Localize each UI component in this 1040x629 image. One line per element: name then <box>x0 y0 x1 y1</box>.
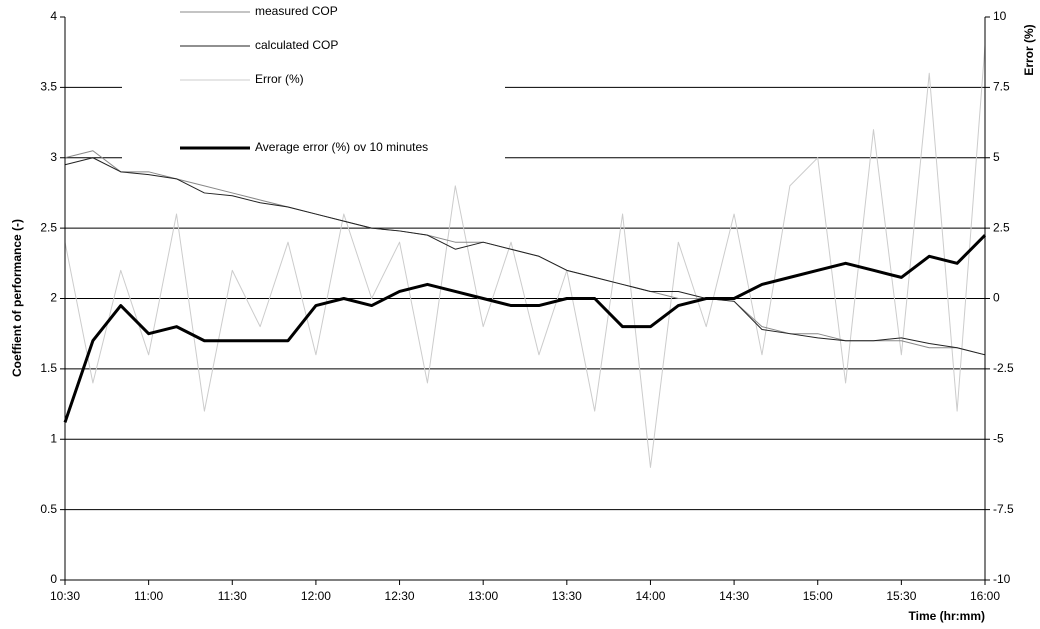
legend-box <box>122 0 505 165</box>
x-tick-label: 12:30 <box>385 589 415 603</box>
x-axis-label: Time (hr:mm) <box>909 609 985 623</box>
x-tick-label: 10:30 <box>50 589 80 603</box>
y-axis-label: Coeffient of performance (-) <box>10 219 24 377</box>
y2-tick-label: -7.5 <box>993 502 1014 516</box>
y-tick-label: 1 <box>50 431 57 445</box>
x-tick-label: 14:30 <box>719 589 749 603</box>
legend-label: Average error (%) ov 10 minutes <box>255 140 428 154</box>
y2-tick-label: 5 <box>993 150 1000 164</box>
x-tick-label: 14:00 <box>635 589 665 603</box>
y2-tick-label: -5 <box>993 431 1004 445</box>
y-tick-label: 0.5 <box>40 502 57 516</box>
y-tick-label: 2.5 <box>40 220 57 234</box>
series-line <box>64 157 986 356</box>
x-tick-label: 13:30 <box>552 589 582 603</box>
y2-tick-label: -2.5 <box>993 361 1014 375</box>
y2-tick-label: 0 <box>993 291 1000 305</box>
legend-label: calculated COP <box>255 38 338 52</box>
series-line <box>63 234 987 423</box>
y2-tick-label: -10 <box>993 572 1011 586</box>
x-tick-label: 15:30 <box>886 589 916 603</box>
x-tick-label: 13:00 <box>468 589 498 603</box>
x-tick-label: 16:00 <box>970 589 1000 603</box>
y-tick-label: 1.5 <box>40 361 57 375</box>
y-tick-label: 3.5 <box>40 80 57 94</box>
x-tick-label: 11:30 <box>218 589 247 603</box>
x-tick-label: 11:00 <box>134 589 163 603</box>
x-tick-label: 15:00 <box>803 589 833 603</box>
y-tick-label: 4 <box>50 9 57 23</box>
legend-label: Error (%) <box>255 72 304 86</box>
y-tick-label: 2 <box>50 291 57 305</box>
y2-tick-label: 2.5 <box>993 220 1010 234</box>
y-tick-label: 0 <box>50 572 57 586</box>
x-tick-label: 12:00 <box>301 589 331 603</box>
y-tick-label: 3 <box>50 150 57 164</box>
y2-tick-label: 10 <box>993 9 1007 23</box>
y2-axis-label: Error (%) <box>1022 24 1036 75</box>
legend-label: measured COP <box>255 4 338 18</box>
y2-tick-label: 7.5 <box>993 80 1010 94</box>
